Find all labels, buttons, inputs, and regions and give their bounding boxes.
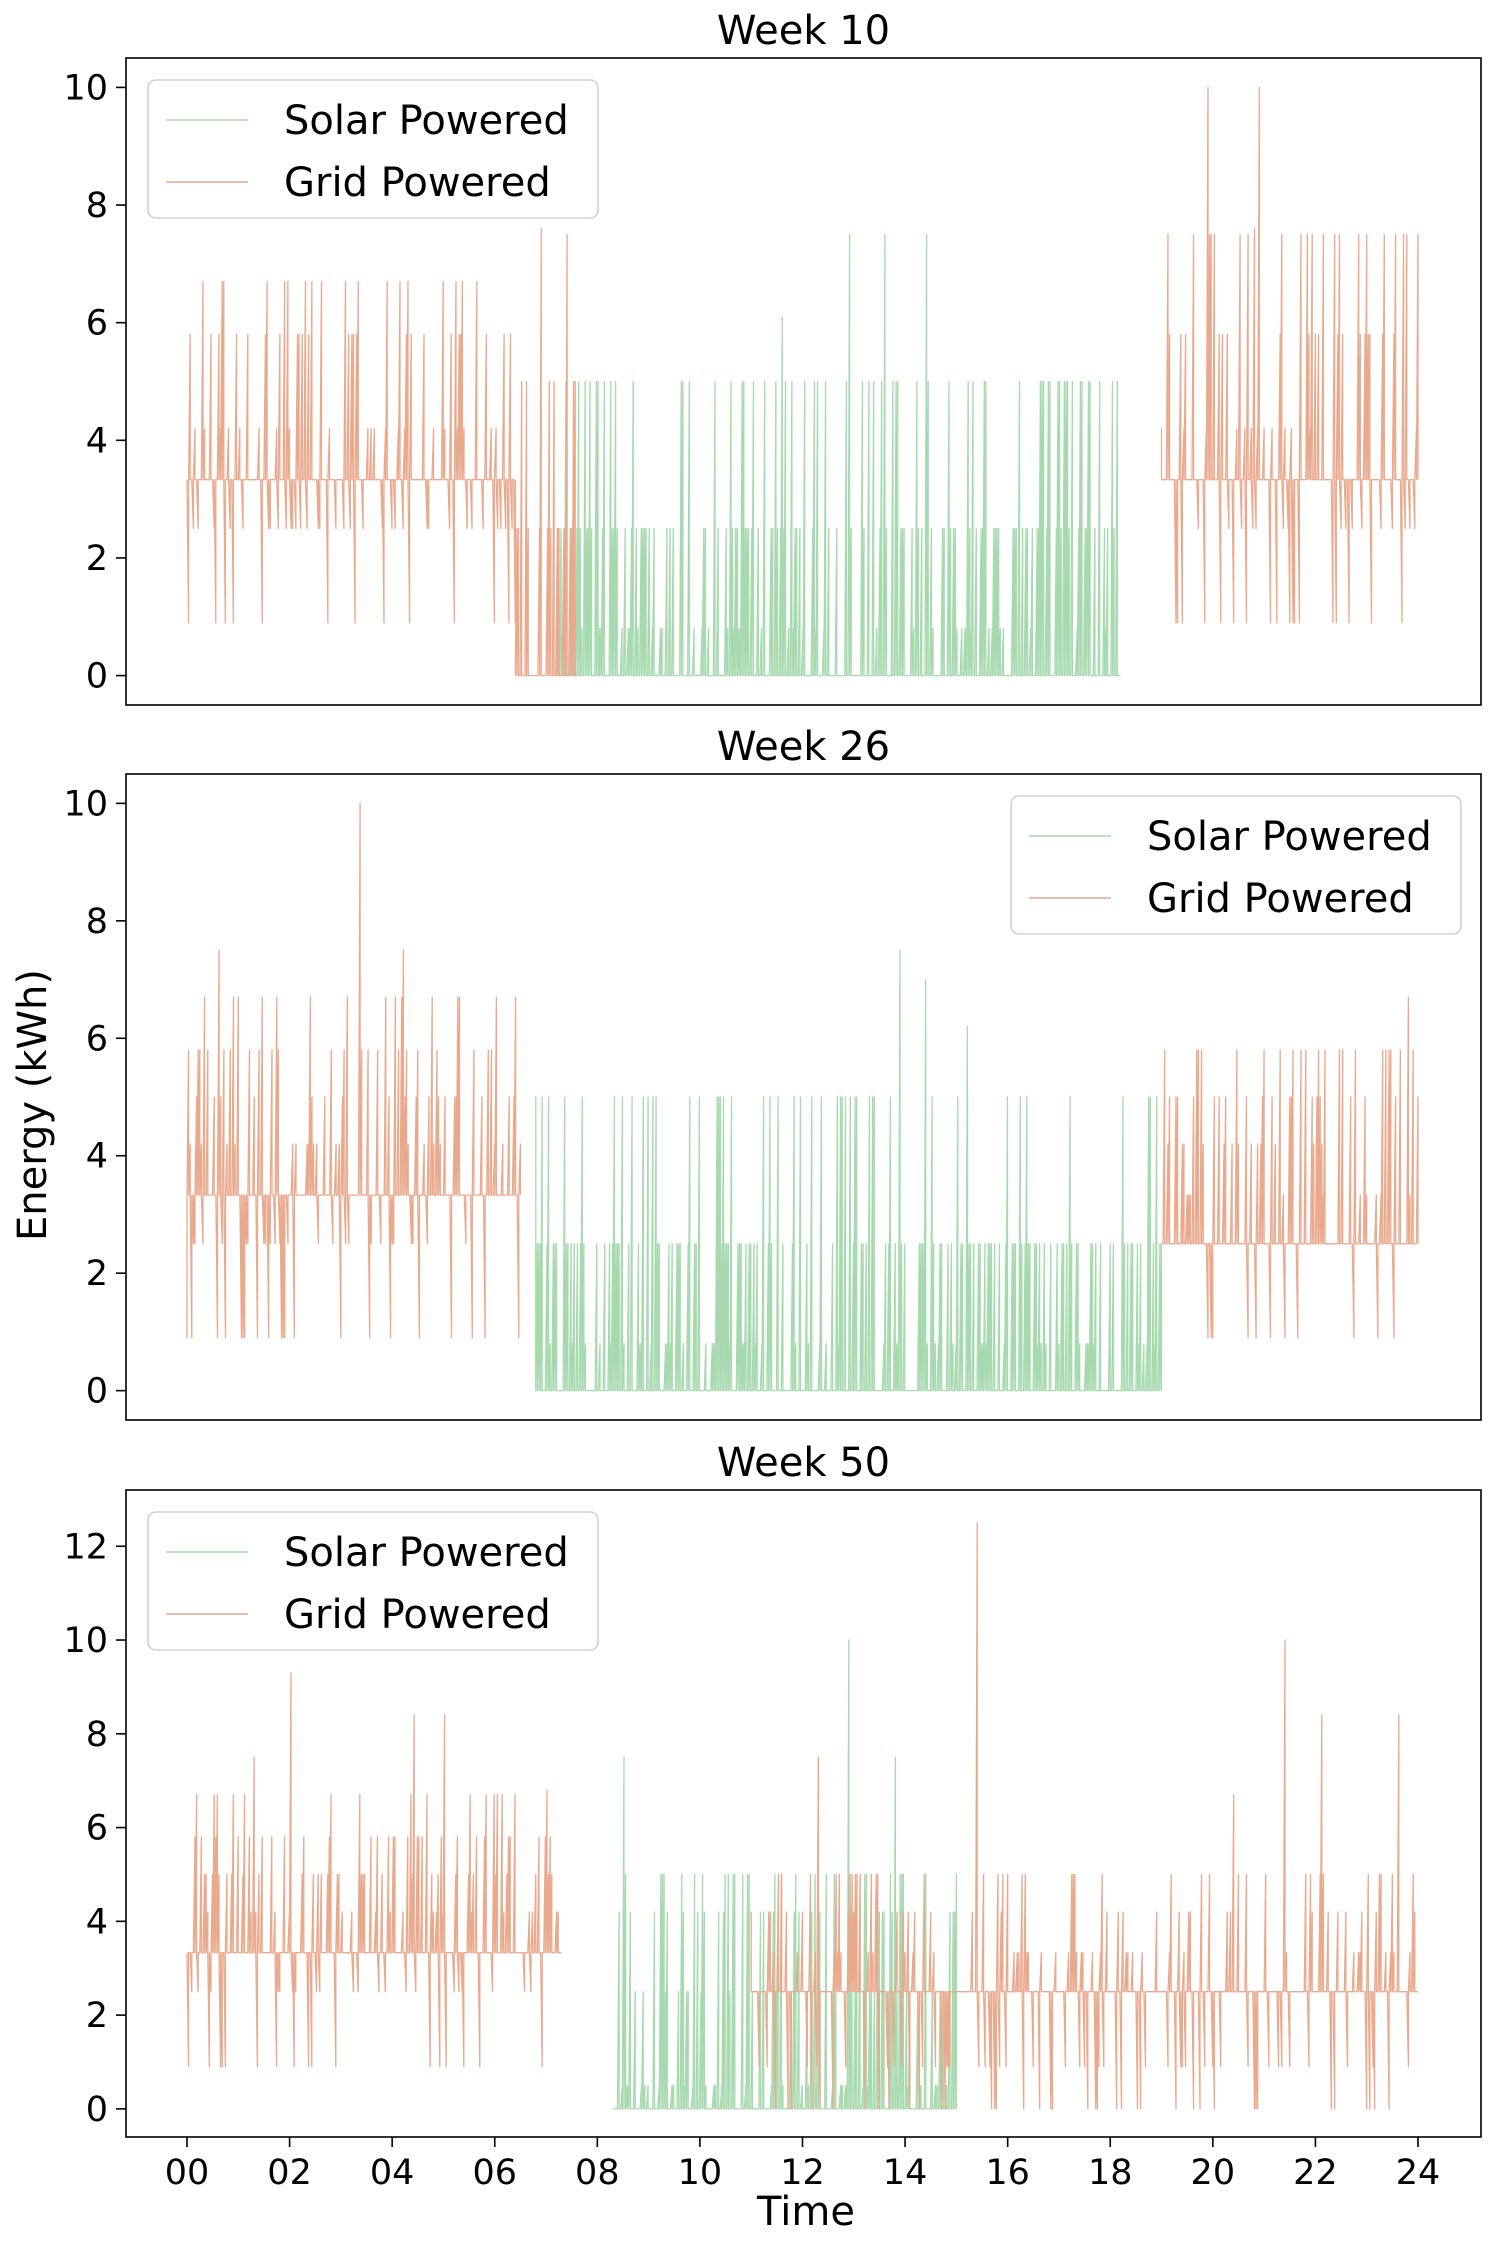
series-grid	[186, 802, 1419, 1339]
y-tick-label: 2	[86, 1254, 108, 1294]
y-tick-label: 10	[63, 1621, 108, 1661]
series-grid	[186, 86, 1419, 677]
series-line	[555, 233, 1121, 677]
y-tick-label: 8	[86, 186, 108, 226]
x-tick-label: 20	[1191, 2153, 1236, 2193]
series-line	[1161, 996, 1419, 1339]
y-tick-label: 8	[86, 1715, 108, 1755]
y-tick-label: 2	[86, 1996, 108, 2036]
series-grid	[186, 1522, 1418, 2110]
x-tick-label: 02	[267, 2153, 312, 2193]
legend: Solar Powered Grid Powered	[1010, 795, 1462, 935]
y-tick-label: 0	[86, 2090, 108, 2130]
panel-2: Week 26 0 2 4 6 8 10 Solar Powered Grid Powered	[63, 724, 1482, 1421]
plot-frame	[125, 57, 1482, 706]
plot-area	[186, 1522, 1418, 2110]
series-line	[535, 949, 1163, 1392]
plot-area	[186, 802, 1419, 1392]
series-line	[186, 1672, 562, 2068]
y-tick-label: 4	[86, 1137, 108, 1177]
x-tick-label: 24	[1396, 2153, 1441, 2193]
y-tick-label: 6	[86, 304, 108, 344]
panel-title: Week 50	[717, 1440, 890, 1486]
series-line	[514, 227, 577, 677]
y-tick-label: 8	[86, 902, 108, 942]
legend-entry-label: Grid Powered	[1147, 876, 1414, 922]
legend-entry-label: Solar Powered	[284, 1530, 569, 1576]
y-tick-label: 10	[63, 784, 108, 824]
y-tick-label: 6	[86, 1809, 108, 1849]
legend-box	[147, 79, 599, 219]
series-line	[750, 1522, 1418, 2110]
series-line	[612, 1639, 958, 2110]
legend-box	[147, 1511, 599, 1651]
x-tick-label: 12	[780, 2153, 825, 2193]
plot-frame	[125, 1489, 1482, 2138]
y-tick-label: 0	[86, 1372, 108, 1412]
panel-title: Week 10	[717, 8, 890, 54]
panel-title: Week 26	[717, 724, 890, 770]
series-solar	[555, 233, 1121, 677]
x-tick-label: 14	[883, 2153, 928, 2193]
x-tick-label: 16	[985, 2153, 1030, 2193]
legend: Solar Powered Grid Powered	[147, 79, 599, 219]
y-tick-label: 4	[86, 1902, 108, 1942]
panel-1: Week 10 0 2 4 6 8 10 Solar Powered Grid Powered	[63, 8, 1482, 706]
series-line	[186, 280, 516, 624]
x-tick-label: 06	[472, 2153, 517, 2193]
x-tick-label: 08	[575, 2153, 620, 2193]
x-tick-label: 04	[370, 2153, 415, 2193]
plot-frame	[125, 773, 1482, 1421]
x-tick-label: 18	[1088, 2153, 1133, 2193]
series-solar	[535, 949, 1163, 1392]
legend: Solar Powered Grid Powered	[147, 1511, 599, 1651]
y-tick-label: 6	[86, 1019, 108, 1059]
y-axis-label: Energy (kWh)	[10, 969, 56, 1241]
y-tick-label: 0	[86, 657, 108, 697]
legend-entry-label: Solar Powered	[1147, 814, 1432, 860]
x-axis-label: Time	[756, 2189, 855, 2235]
legend-entry-label: Grid Powered	[284, 160, 551, 206]
series-line	[1160, 86, 1419, 624]
plot-area	[186, 86, 1419, 677]
series-line	[186, 802, 522, 1339]
x-tick-label: 10	[678, 2153, 723, 2193]
legend-box	[1010, 795, 1462, 935]
x-tick-label: 22	[1293, 2153, 1338, 2193]
x-tick-label: 00	[165, 2153, 210, 2193]
y-tick-label: 12	[63, 1527, 108, 1567]
y-tick-label: 10	[63, 68, 108, 108]
legend-entry-label: Solar Powered	[284, 98, 569, 144]
y-tick-label: 4	[86, 421, 108, 461]
y-tick-label: 2	[86, 539, 108, 579]
legend-entry-label: Grid Powered	[284, 1592, 551, 1638]
series-solar	[612, 1639, 958, 2110]
